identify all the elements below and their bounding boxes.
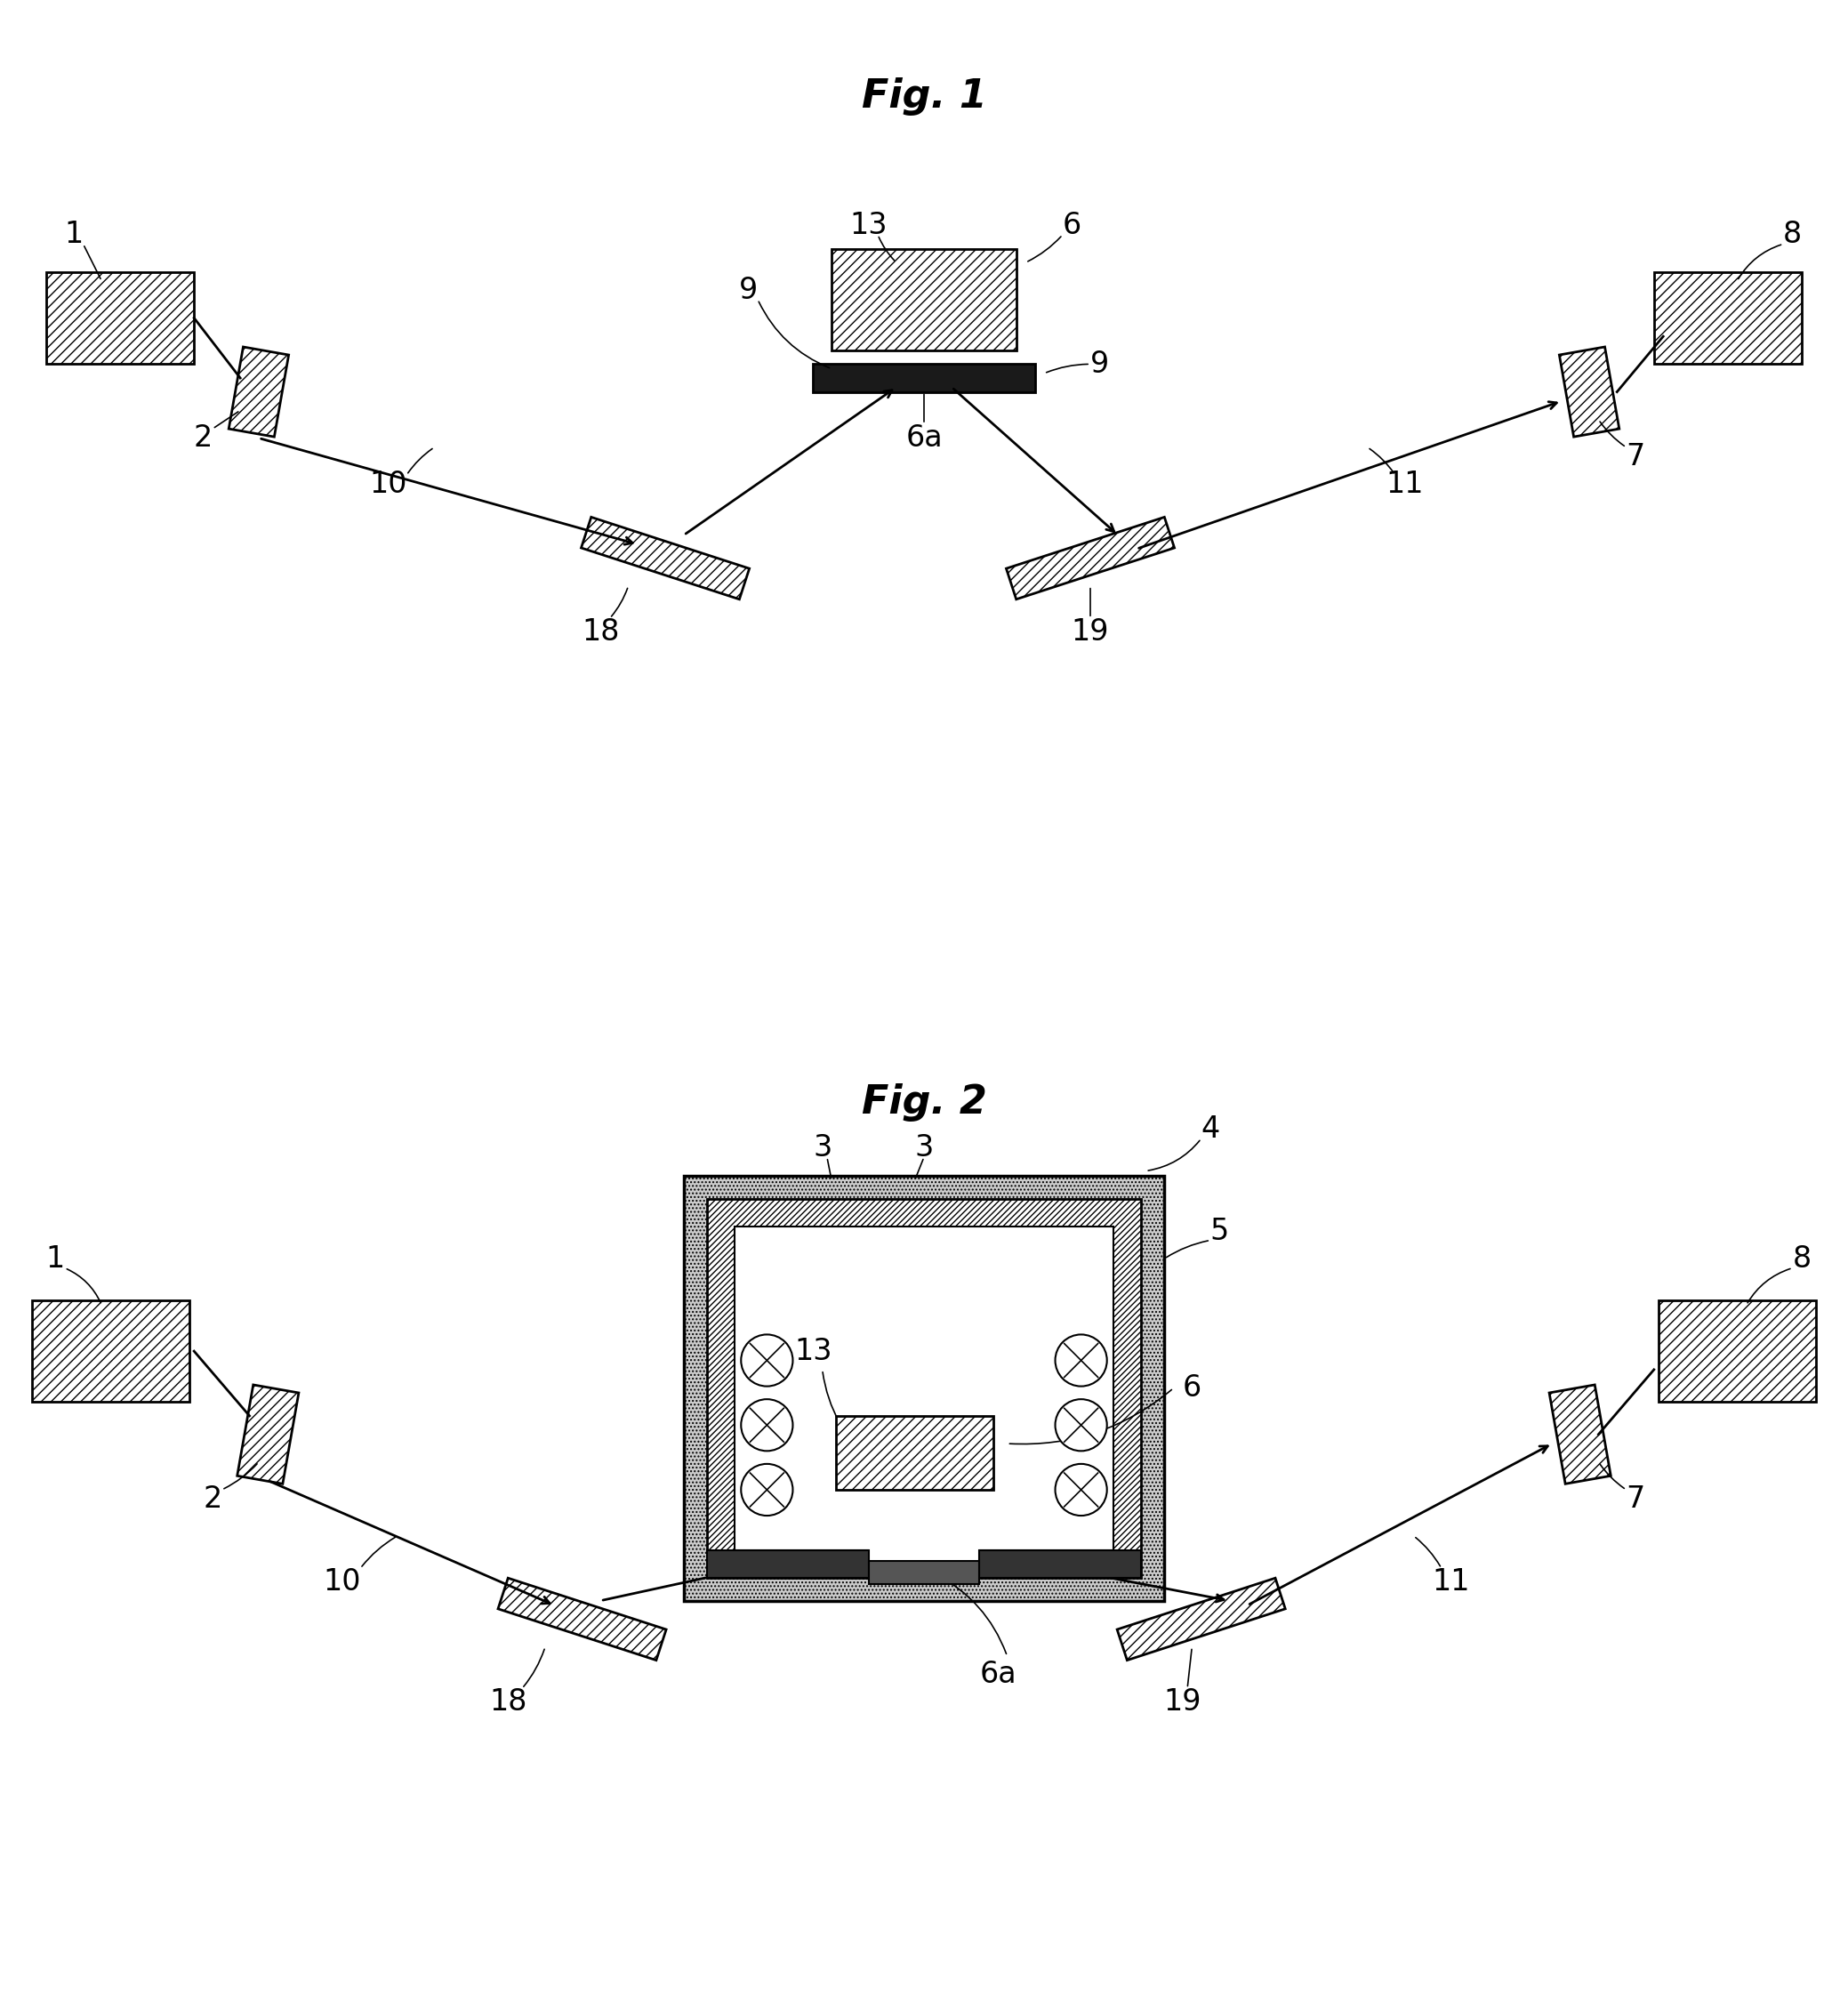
Text: 2: 2 (194, 424, 213, 452)
Text: 6: 6 (1063, 211, 1081, 239)
Text: 3: 3 (915, 1132, 933, 1162)
Bar (832, 249, 1016, 350)
Bar (869, 1540, 979, 1583)
Polygon shape (1116, 1579, 1286, 1661)
Polygon shape (237, 1386, 299, 1484)
Text: 3: 3 (813, 1132, 832, 1162)
Text: 10: 10 (323, 1567, 360, 1597)
Text: 11: 11 (1386, 471, 1423, 499)
Polygon shape (1560, 346, 1619, 436)
Text: 7: 7 (1626, 1484, 1645, 1514)
Bar (813, 364, 1035, 392)
Bar (708, 1199, 1142, 1577)
Text: 19: 19 (1072, 617, 1109, 648)
Circle shape (1055, 1335, 1107, 1386)
Text: Fig. 1: Fig. 1 (861, 78, 987, 117)
Text: 1: 1 (65, 219, 83, 249)
Text: 2: 2 (203, 1484, 222, 1514)
Text: 8: 8 (1783, 219, 1802, 249)
Circle shape (1055, 1400, 1107, 1452)
Polygon shape (1660, 1301, 1817, 1402)
Text: 13: 13 (795, 1337, 832, 1365)
Circle shape (1055, 1464, 1107, 1516)
Text: 6: 6 (1183, 1374, 1201, 1404)
Bar (708, 1550, 869, 1577)
Circle shape (741, 1464, 793, 1516)
Text: 8: 8 (1793, 1245, 1811, 1273)
Text: 18: 18 (490, 1687, 527, 1717)
Polygon shape (1549, 1386, 1611, 1484)
Text: 4: 4 (1201, 1114, 1220, 1144)
Text: 7: 7 (1626, 442, 1645, 471)
Text: 5: 5 (1210, 1217, 1229, 1245)
Text: 11: 11 (1432, 1567, 1469, 1597)
Bar (837, 1416, 994, 1490)
Text: 6a: 6a (979, 1659, 1016, 1689)
Text: 1: 1 (46, 1245, 65, 1273)
Text: 6a: 6a (906, 424, 942, 452)
Text: 19: 19 (1164, 1687, 1201, 1717)
Bar (684, 1176, 1164, 1601)
Bar (979, 1550, 1142, 1577)
Polygon shape (33, 1301, 190, 1402)
Polygon shape (229, 346, 288, 436)
Text: 9: 9 (739, 276, 758, 306)
Polygon shape (580, 517, 750, 599)
Polygon shape (1654, 271, 1802, 364)
Text: 13: 13 (850, 211, 887, 239)
Text: Fig. 2: Fig. 2 (861, 1084, 987, 1122)
Text: 18: 18 (582, 617, 619, 648)
Text: 10: 10 (370, 471, 407, 499)
Polygon shape (46, 271, 194, 364)
Circle shape (741, 1400, 793, 1452)
Bar (869, 1561, 979, 1585)
Polygon shape (497, 1579, 667, 1661)
Bar (736, 1227, 1112, 1550)
Polygon shape (1005, 517, 1175, 599)
Text: 9: 9 (1090, 350, 1109, 378)
Circle shape (741, 1335, 793, 1386)
